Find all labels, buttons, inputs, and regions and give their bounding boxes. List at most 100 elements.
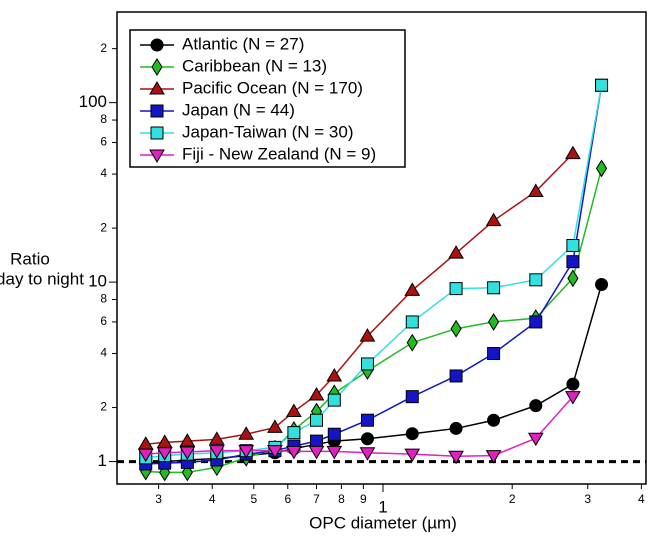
legend-label: Pacific Ocean (N = 170)	[182, 78, 363, 97]
marker	[487, 413, 501, 427]
marker	[150, 38, 164, 52]
legend-label: Japan-Taiwan (N = 30)	[182, 122, 354, 141]
marker	[405, 427, 419, 441]
marker	[179, 433, 196, 447]
marker	[359, 447, 376, 461]
marker	[149, 149, 165, 163]
legend-label: Caribbean (N = 13)	[182, 56, 327, 75]
marker	[150, 104, 164, 118]
x-tick-label: 2	[509, 492, 516, 506]
marker	[149, 81, 165, 95]
marker	[449, 282, 463, 296]
x-tick-label: 7	[313, 492, 320, 506]
marker	[404, 448, 421, 463]
marker	[529, 315, 543, 329]
marker	[359, 328, 376, 342]
marker	[286, 403, 302, 418]
x-tick-label: 3	[155, 492, 162, 506]
marker	[326, 367, 343, 382]
marker	[310, 434, 324, 448]
marker	[527, 183, 544, 197]
y-tick-label: 4	[100, 346, 107, 360]
x-tick-label: 4	[638, 492, 645, 506]
marker	[565, 391, 581, 405]
y-tick-label: 4	[100, 166, 107, 180]
marker	[360, 357, 374, 371]
marker	[179, 446, 196, 461]
marker	[565, 145, 581, 160]
marker	[487, 347, 501, 361]
marker	[595, 78, 609, 92]
marker	[360, 432, 374, 446]
marker	[487, 281, 501, 295]
marker	[327, 393, 341, 407]
marker	[448, 245, 464, 259]
marker	[527, 432, 544, 447]
marker	[405, 315, 419, 329]
y-tick-label: 2	[100, 400, 107, 414]
marker	[150, 126, 164, 140]
marker	[566, 377, 580, 391]
marker	[267, 445, 283, 459]
legend-label: Atlantic (N = 27)	[182, 34, 304, 53]
marker	[485, 450, 502, 464]
series-line	[145, 396, 574, 458]
marker	[449, 369, 463, 383]
plot-frame	[116, 11, 647, 485]
series-line	[145, 85, 603, 459]
marker	[405, 390, 419, 404]
y-axis-label: day to night	[0, 269, 84, 288]
x-axis-label: OPC diameter (µm)	[309, 513, 457, 532]
marker	[448, 450, 464, 465]
y-tick-label: 1	[98, 451, 107, 470]
marker	[267, 419, 283, 433]
marker	[595, 159, 608, 178]
marker	[238, 445, 255, 459]
legend-box	[129, 29, 406, 168]
marker	[286, 445, 302, 460]
series-line	[145, 153, 574, 445]
y-tick-label: 6	[100, 135, 107, 149]
y-tick-label: 2	[100, 41, 107, 55]
y-tick-label: 6	[100, 314, 107, 328]
marker	[360, 413, 374, 427]
legend-label: Fiji - New Zealand (N = 9)	[182, 144, 376, 163]
marker	[137, 448, 154, 463]
marker	[529, 399, 543, 413]
marker	[287, 426, 301, 440]
x-tick-label: 6	[284, 492, 291, 506]
y-tick-label: 2	[100, 220, 107, 234]
marker	[406, 333, 418, 352]
y-axis-label: Ratio	[10, 249, 50, 268]
marker	[529, 273, 543, 287]
marker	[326, 445, 343, 460]
marker	[567, 269, 579, 288]
x-tick-label: 3	[584, 492, 591, 506]
marker	[450, 319, 462, 338]
marker	[404, 282, 421, 296]
x-tick-label: 5	[250, 492, 257, 506]
y-tick-label: 8	[100, 292, 107, 306]
y-tick-label: 10	[88, 272, 107, 291]
marker	[310, 413, 324, 427]
series-line	[145, 284, 603, 464]
y-tick-label: 8	[100, 112, 107, 126]
series-line	[145, 168, 603, 474]
legend-label: Japan (N = 44)	[182, 100, 295, 119]
marker	[485, 212, 502, 227]
marker	[566, 238, 580, 252]
marker	[327, 427, 341, 441]
marker	[566, 255, 580, 269]
marker	[488, 312, 500, 331]
marker	[449, 421, 463, 435]
marker	[308, 386, 325, 401]
x-tick-label: 1	[378, 497, 387, 516]
series-line	[145, 85, 603, 465]
marker	[151, 58, 163, 76]
marker	[238, 426, 255, 440]
marker	[156, 447, 173, 461]
x-tick-label: 4	[209, 492, 216, 506]
marker	[208, 431, 225, 445]
marker	[208, 445, 225, 459]
